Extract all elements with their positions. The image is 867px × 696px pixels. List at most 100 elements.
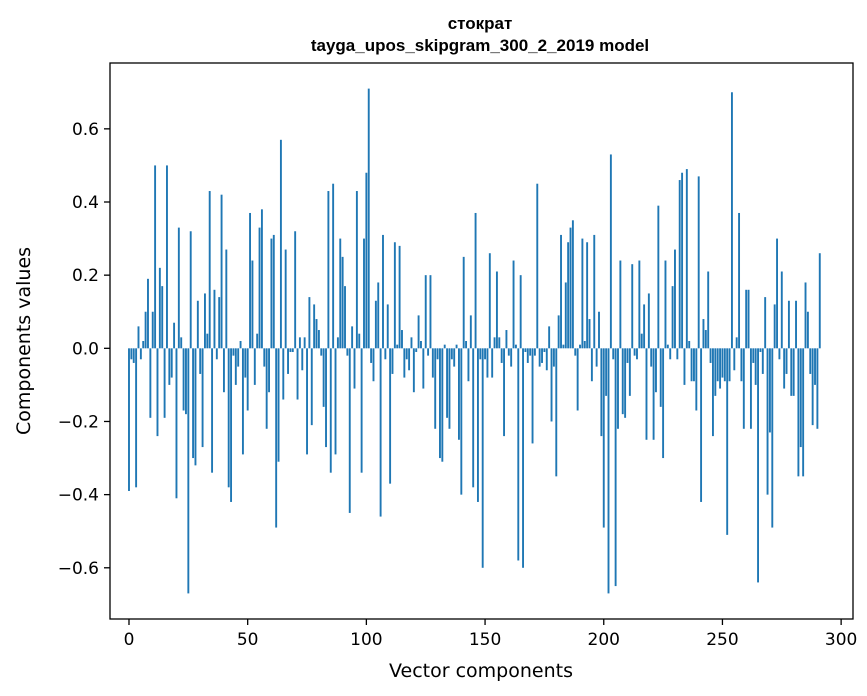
bar-13 — [158, 267, 161, 349]
bar-191 — [581, 238, 584, 349]
bar-154 — [493, 337, 496, 349]
bar-253 — [728, 348, 731, 382]
bar-254 — [730, 92, 733, 349]
bar-104 — [374, 300, 377, 349]
bar-213 — [633, 348, 636, 356]
chart-title: стократ — [448, 14, 513, 33]
bar-101 — [367, 88, 370, 349]
bar-30 — [199, 348, 202, 374]
bar-69 — [291, 348, 294, 352]
bar-62 — [275, 348, 278, 528]
bar-224 — [659, 348, 662, 407]
bar-207 — [619, 260, 622, 349]
bar-205 — [614, 348, 617, 587]
x-tick-label: 150 — [469, 630, 501, 650]
bar-5 — [139, 348, 142, 360]
bar-83 — [325, 348, 327, 448]
bar-115 — [401, 330, 403, 349]
bars-group — [128, 88, 821, 594]
bar-75 — [306, 348, 308, 455]
bar-88 — [336, 337, 339, 349]
bar-84 — [327, 191, 330, 349]
bar-39 — [220, 194, 223, 349]
bar-258 — [740, 348, 743, 382]
x-axis-ticks: 0 50 100 150 200 250 300 — [124, 619, 857, 650]
bar-23 — [182, 348, 185, 411]
bar-42 — [227, 348, 230, 488]
bar-217 — [643, 304, 646, 349]
bar-14 — [161, 286, 164, 349]
bar-148 — [479, 348, 482, 360]
bar-170 — [531, 348, 534, 444]
bar-265 — [757, 348, 759, 583]
bar-105 — [377, 282, 380, 349]
bar-275 — [780, 271, 783, 349]
bar-214 — [636, 348, 638, 360]
bar-163 — [514, 344, 517, 349]
bar-215 — [638, 260, 641, 349]
bar-208 — [621, 348, 624, 415]
bar-192 — [583, 341, 586, 349]
x-tick-label: 300 — [825, 630, 857, 650]
bar-87 — [334, 348, 337, 455]
bar-239 — [695, 348, 698, 411]
bar-93 — [348, 348, 351, 513]
bar-173 — [538, 348, 541, 367]
bar-234 — [683, 348, 686, 385]
bar-6 — [142, 341, 145, 349]
bar-28 — [194, 348, 197, 466]
bar-165 — [519, 275, 522, 349]
bar-82 — [322, 348, 325, 407]
bar-262 — [749, 348, 752, 429]
bar-48 — [241, 348, 244, 455]
bar-283 — [799, 348, 802, 448]
bar-98 — [360, 348, 363, 473]
bar-122 — [417, 315, 420, 349]
bar-76 — [308, 297, 311, 349]
bar-27 — [192, 348, 195, 459]
bar-116 — [403, 348, 406, 378]
bar-164 — [517, 348, 520, 561]
bar-272 — [773, 304, 776, 349]
bar-113 — [396, 344, 399, 349]
bar-204 — [612, 348, 615, 360]
bar-236 — [688, 341, 691, 349]
bar-216 — [640, 333, 643, 349]
bar-72 — [298, 337, 301, 349]
bar-142 — [465, 341, 468, 349]
bar-212 — [631, 264, 634, 349]
bar-221 — [652, 348, 655, 440]
bar-141 — [462, 256, 465, 349]
bar-99 — [363, 238, 365, 349]
bar-201 — [605, 348, 608, 396]
bar-198 — [598, 311, 600, 349]
bar-188 — [574, 348, 577, 356]
bar-90 — [341, 256, 344, 349]
bar-81 — [320, 348, 323, 356]
bar-17 — [168, 348, 171, 385]
y-tick-label: 0.0 — [72, 339, 99, 359]
bar-46 — [237, 348, 240, 367]
bar-40 — [222, 348, 225, 393]
bar-282 — [797, 348, 800, 477]
bar-37 — [215, 348, 218, 360]
bar-248 — [716, 348, 719, 382]
bar-172 — [536, 183, 539, 349]
bar-199 — [600, 348, 603, 437]
bar-47 — [239, 341, 242, 349]
y-tick-label: 0.6 — [72, 120, 99, 140]
bar-202 — [607, 348, 610, 594]
bar-119 — [410, 337, 413, 349]
bar-65 — [282, 348, 285, 400]
bar-144 — [469, 315, 472, 349]
bar-139 — [458, 348, 460, 440]
bar-185 — [567, 242, 570, 349]
bar-155 — [495, 271, 498, 349]
bar-138 — [455, 344, 458, 349]
chart-subtitle: tayga_upos_skipgram_300_2_2019 model — [311, 36, 649, 55]
bar-132 — [441, 348, 444, 462]
bar-49 — [244, 348, 247, 378]
bar-123 — [420, 341, 422, 349]
bar-246 — [712, 348, 714, 437]
bar-286 — [806, 311, 809, 349]
